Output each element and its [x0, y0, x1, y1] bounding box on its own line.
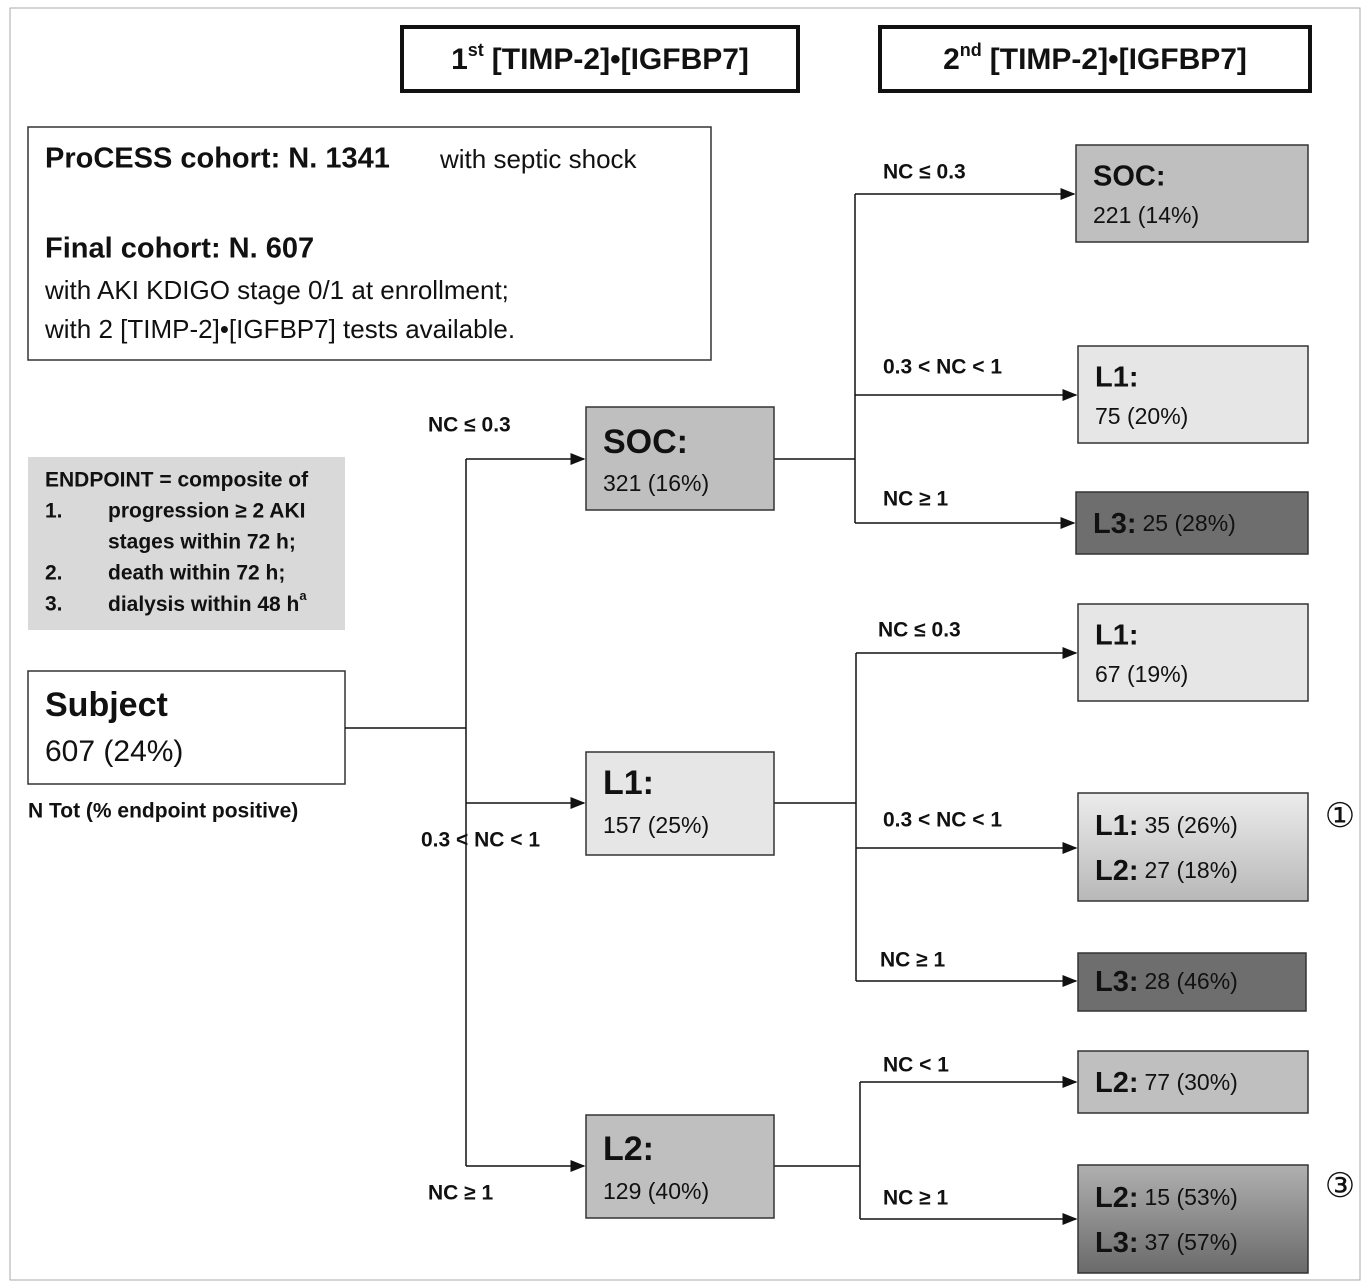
- node-value: 75 (20%): [1095, 403, 1188, 429]
- node-entry: L1: 35 (26%): [1095, 810, 1238, 842]
- node-box: [1077, 1164, 1309, 1274]
- node-box: [1077, 345, 1309, 444]
- endpoint: ENDPOINT = composite of 1. progression ≥…: [28, 457, 345, 630]
- node-value: 157 (25%): [603, 812, 709, 838]
- connector: [345, 459, 467, 1166]
- header-box: [878, 25, 1312, 93]
- node-entry: L3: 25 (28%): [1093, 508, 1236, 540]
- process-cohort: ProCESS cohort: N. 1341: [45, 143, 390, 175]
- condition: NC ≤ 0.3: [428, 414, 511, 437]
- node-label: L1:: [603, 764, 654, 802]
- marker: ①: [1325, 797, 1355, 835]
- condition: NC ≤ 0.3: [883, 161, 966, 184]
- item-number: 2.: [45, 562, 63, 585]
- subject-value: 607 (24%): [45, 735, 183, 768]
- process-note: with septic shock: [439, 144, 638, 174]
- marker: ③: [1325, 1167, 1355, 1205]
- node-box: [585, 1114, 775, 1219]
- condition: NC < 1: [883, 1054, 949, 1077]
- node-box: [1075, 144, 1309, 243]
- node-entry: L2: 27 (18%): [1095, 855, 1238, 887]
- connector: [774, 1082, 861, 1219]
- item-number: 3.: [45, 593, 63, 616]
- header: 1st [TIMP-2]•[IGFBP7]: [451, 40, 749, 76]
- subject-box: [27, 670, 346, 785]
- conditions: NC ≤ 0.3 0.3 < NC < 1 NC ≥ 1 NC ≤ 0.3 0.…: [421, 161, 1002, 1210]
- frame: [9, 7, 1361, 1281]
- node-entry: L2: 15 (53%): [1095, 1182, 1238, 1214]
- node-value: 321 (16%): [603, 470, 709, 496]
- connectors: [345, 188, 1078, 1225]
- node-box: [1077, 603, 1309, 702]
- condition: NC ≥ 1: [883, 488, 949, 511]
- item-text: stages within 72 h;: [108, 531, 296, 554]
- node-label: L2:: [603, 1130, 654, 1168]
- final-note: with 2 [TIMP-2]•[IGFBP7] tests available…: [44, 314, 515, 344]
- node-box: [1077, 792, 1309, 902]
- subject: Subject 607 (24%) N Tot (% endpoint posi…: [27, 670, 346, 823]
- subject-label: Subject: [45, 686, 168, 724]
- cohort-box: [27, 126, 712, 361]
- node-label: SOC:: [1093, 161, 1166, 193]
- node-value: 67 (19%): [1095, 661, 1188, 687]
- condition: 0.3 < NC < 1: [421, 829, 540, 852]
- node-label: L1:: [1095, 362, 1139, 394]
- node-box: [585, 751, 775, 856]
- condition: NC ≥ 1: [880, 949, 946, 972]
- item-text: death within 72 h;: [108, 562, 285, 585]
- condition: NC ≥ 1: [883, 1187, 949, 1210]
- node-box: [1077, 952, 1307, 1012]
- header: 2nd [TIMP-2]•[IGFBP7]: [943, 40, 1247, 76]
- connector: [774, 653, 857, 981]
- node-entry: L3: 28 (46%): [1095, 966, 1238, 998]
- headers: 1st [TIMP-2]•[IGFBP7] 2nd [TIMP-2]•[IGFBP7…: [400, 25, 1312, 93]
- node-value: 221 (14%): [1093, 202, 1199, 228]
- first-nodes: SOC: 321 (16%) L1: 157 (25%) L2: 129 (40…: [585, 406, 775, 1219]
- condition: 0.3 < NC < 1: [883, 809, 1002, 832]
- connector: [774, 194, 856, 523]
- node-label: L1:: [1095, 620, 1139, 652]
- node-entry: L2: 77 (30%): [1095, 1067, 1238, 1099]
- final-note: with AKI KDIGO stage 0/1 at enrollment;: [44, 275, 509, 305]
- subject-caption: N Tot (% endpoint positive): [28, 800, 298, 823]
- item-text: progression ≥ 2 AKI: [108, 500, 305, 523]
- second-nodes: SOC: 221 (14%) L1: 75 (20%) L3: 25 (28%) …: [1075, 144, 1355, 1274]
- endpoint-box: [28, 457, 345, 630]
- endpoint-title: ENDPOINT = composite of: [45, 469, 309, 492]
- condition: NC ≤ 0.3: [878, 619, 961, 642]
- condition: 0.3 < NC < 1: [883, 356, 1002, 379]
- item-text: dialysis within 48 ha: [108, 588, 307, 615]
- node-box: [1075, 491, 1309, 555]
- node-box: [1077, 1050, 1309, 1114]
- condition: NC ≥ 1: [428, 1182, 494, 1205]
- node-label: SOC:: [603, 423, 688, 461]
- header-box: [400, 25, 800, 93]
- node-entry: L3: 37 (57%): [1095, 1227, 1238, 1259]
- cohort: ProCESS cohort: N. 1341 with septic shoc…: [27, 126, 712, 361]
- node-box: [585, 406, 775, 511]
- final-cohort: Final cohort: N. 607: [45, 233, 314, 265]
- node-value: 129 (40%): [603, 1178, 709, 1204]
- item-number: 1.: [45, 500, 63, 523]
